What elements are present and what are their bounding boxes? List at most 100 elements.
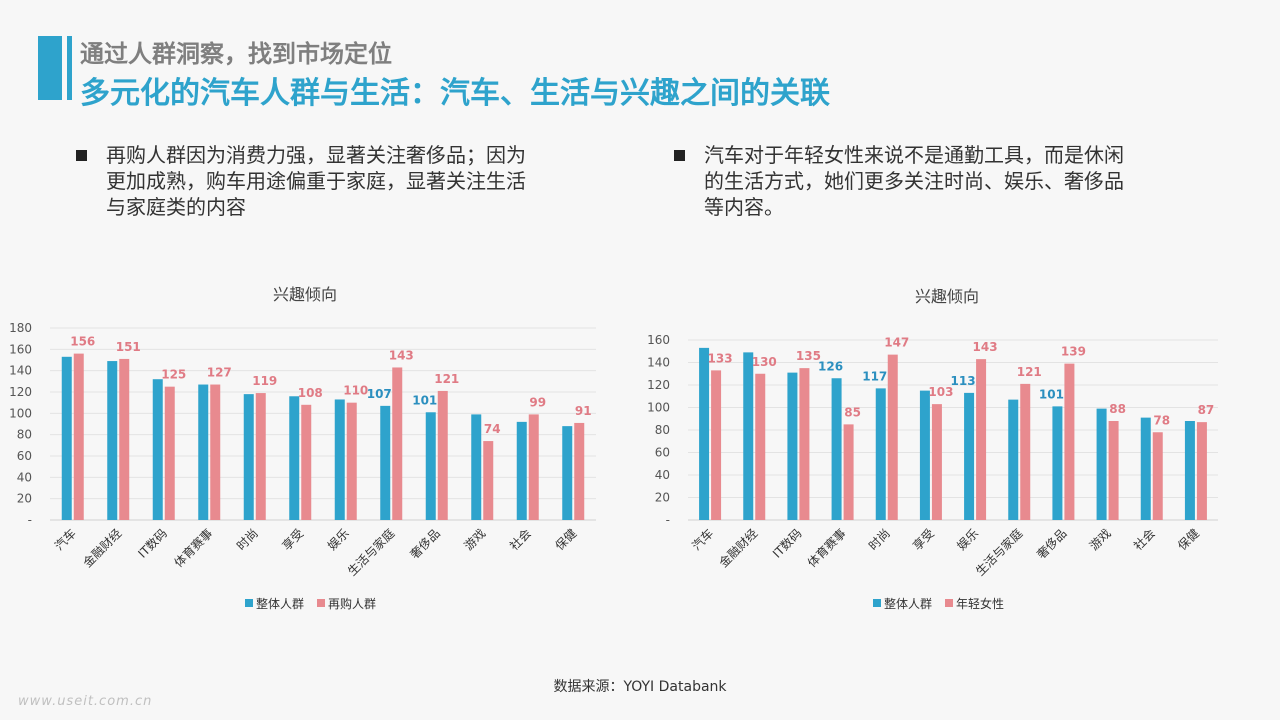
data-label: 127 [207,366,232,380]
x-tick-label: IT数码 [769,526,804,561]
y-tick-label: 60 [655,446,670,460]
chart-right: 兴趣倾向 - 20 40 60 80 100 120 140 160 133 汽车 130 金融财经 135… [640,280,1280,620]
data-label: 133 [708,351,733,365]
x-tick-label: 游戏 [1087,526,1114,553]
data-label: 107 [367,387,392,401]
y-tick-label: - [28,513,32,527]
data-label: 88 [1109,402,1126,416]
bar-segment [1196,422,1207,520]
data-label: 99 [529,395,546,409]
bar-segment [528,414,539,520]
y-tick-label: 120 [9,385,32,399]
bar-overall [1140,417,1151,520]
x-tick-label: 享受 [279,526,307,554]
bullet-right: 汽车对于年轻女性来说不是通勤工具，而是休闲 的生活方式，她们更多关注时尚、娱乐、… [674,142,1234,232]
x-tick-label: 金融财经 [80,526,125,571]
data-label: 156 [70,335,95,349]
data-label: 74 [484,422,501,436]
title-accent-bar-thin [67,36,72,100]
data-label: 121 [434,372,459,386]
bar-overall [152,379,163,520]
bar-overall [1052,406,1063,520]
bullet-left-text: 再购人群因为消费力强，显著关注奢侈品；因为 更加成熟，购车用途偏重于家庭，显著关… [106,143,526,219]
bar-segment [711,370,722,520]
x-tick-label: 汽车 [51,526,79,554]
bar-segment [976,359,987,520]
data-label: 113 [951,374,976,388]
y-tick-label: 80 [17,428,32,442]
data-label: 126 [818,359,843,373]
chart-right-svg: 兴趣倾向 - 20 40 60 80 100 120 140 160 133 汽车 130 金融财经 135… [647,287,1218,611]
x-tick-label: 生活与家庭 [344,526,397,579]
bar-segment [437,390,448,520]
bullet-square-icon [76,150,87,161]
bar-overall [1184,421,1195,520]
bar-overall [471,414,482,520]
data-label: 101 [412,393,437,407]
y-tick-label: 60 [17,449,32,463]
chart-title: 兴趣倾向 [915,287,979,306]
data-label: 143 [973,340,998,354]
bar-overall [61,356,72,520]
data-label: 151 [116,340,141,354]
data-source: 数据来源：YOYI Databank [553,679,727,695]
y-tick-label: 40 [655,468,670,482]
bar-segment [843,424,854,520]
x-tick-label: 社会 [1130,526,1158,554]
x-tick-label: 娱乐 [325,526,352,553]
y-tick-label: 100 [9,406,32,420]
bar-overall [699,347,710,520]
bar-overall [243,394,254,520]
page-subtitle: 多元化的汽车人群与生活：汽车、生活与兴趣之间的关联 [80,76,830,111]
bar-segment [755,373,766,520]
watermark: www.useit.com.cn [18,694,153,709]
title-accent-bar-thick [38,36,62,100]
x-tick-label: 时尚 [234,526,261,553]
y-tick-label: - [666,513,670,527]
data-label: 117 [862,369,887,383]
data-label: 130 [752,355,777,369]
y-tick-label: 80 [655,423,670,437]
bar-overall [198,384,209,520]
bar-segment [1020,383,1031,520]
y-tick-label: 120 [647,378,670,392]
data-label: 108 [298,386,323,400]
x-tick-label: 体育赛事 [804,526,849,571]
x-tick-label: IT数码 [135,526,170,561]
chart-title: 兴趣倾向 [273,285,337,304]
data-label: 91 [575,404,592,418]
bar-overall [831,378,842,520]
bar-overall [964,392,975,520]
x-tick-label: 社会 [506,526,534,554]
bar-segment [574,422,585,520]
data-label: 139 [1061,345,1086,359]
x-tick-label: 汽车 [689,526,717,554]
bar-segment [1064,363,1075,520]
y-tick-label: 160 [9,342,32,356]
bar-segment [301,404,312,520]
bar-segment [483,441,494,520]
y-tick-label: 140 [9,364,32,378]
x-tick-label: 奢侈品 [1034,526,1069,561]
bar-segment [1152,432,1163,520]
bar-segment [799,368,810,520]
data-label: 103 [928,385,953,399]
bar-segment [931,404,942,520]
bar-segment [164,386,175,520]
data-label: 125 [161,368,186,382]
bar-overall [107,361,118,520]
legend-swatch [945,599,953,607]
legend-swatch [317,599,325,607]
x-tick-label: 体育赛事 [171,526,216,571]
y-tick-label: 180 [9,321,32,335]
bar-segment [73,353,84,520]
legend-swatch [245,599,253,607]
data-label: 135 [796,349,821,363]
bullet-square-icon [674,150,685,161]
x-tick-label: 娱乐 [954,526,981,553]
bar-segment [210,384,221,520]
data-label: 121 [1017,365,1042,379]
bar-segment [346,402,357,520]
data-label: 78 [1153,413,1170,427]
bullet-right-text: 汽车对于年轻女性来说不是通勤工具，而是休闲 的生活方式，她们更多关注时尚、娱乐、… [704,143,1124,219]
